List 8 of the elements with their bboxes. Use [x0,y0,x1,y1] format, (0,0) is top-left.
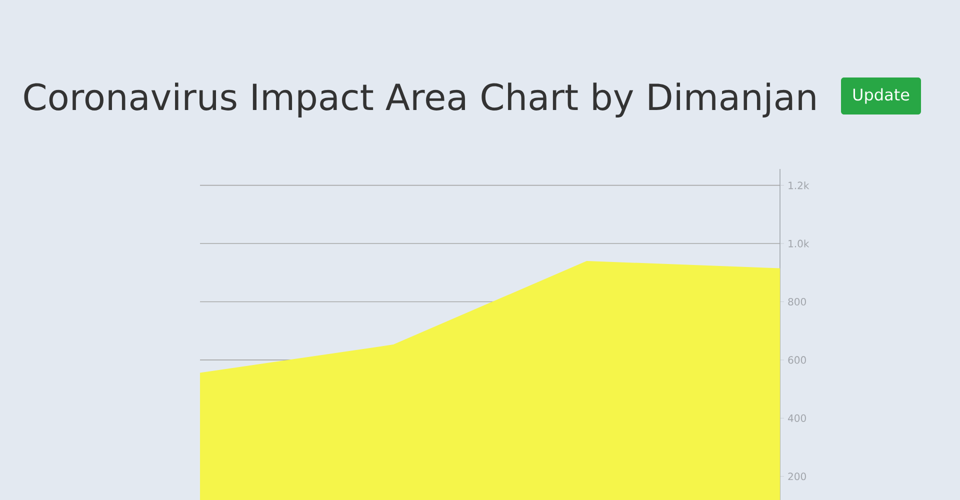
chart-title: Coronavirus Impact Area Chart by Dimanjan [24,82,816,118]
y-tick-label: 1.0k [788,240,810,248]
y-tick-label: 1.2k [788,181,810,190]
y-tick-label: 400 [788,414,806,422]
y-tick-label: 200 [788,472,806,480]
y-tick-label: 800 [788,298,806,306]
y-tick-label: 600 [788,356,806,364]
text: Update [853,88,910,104]
